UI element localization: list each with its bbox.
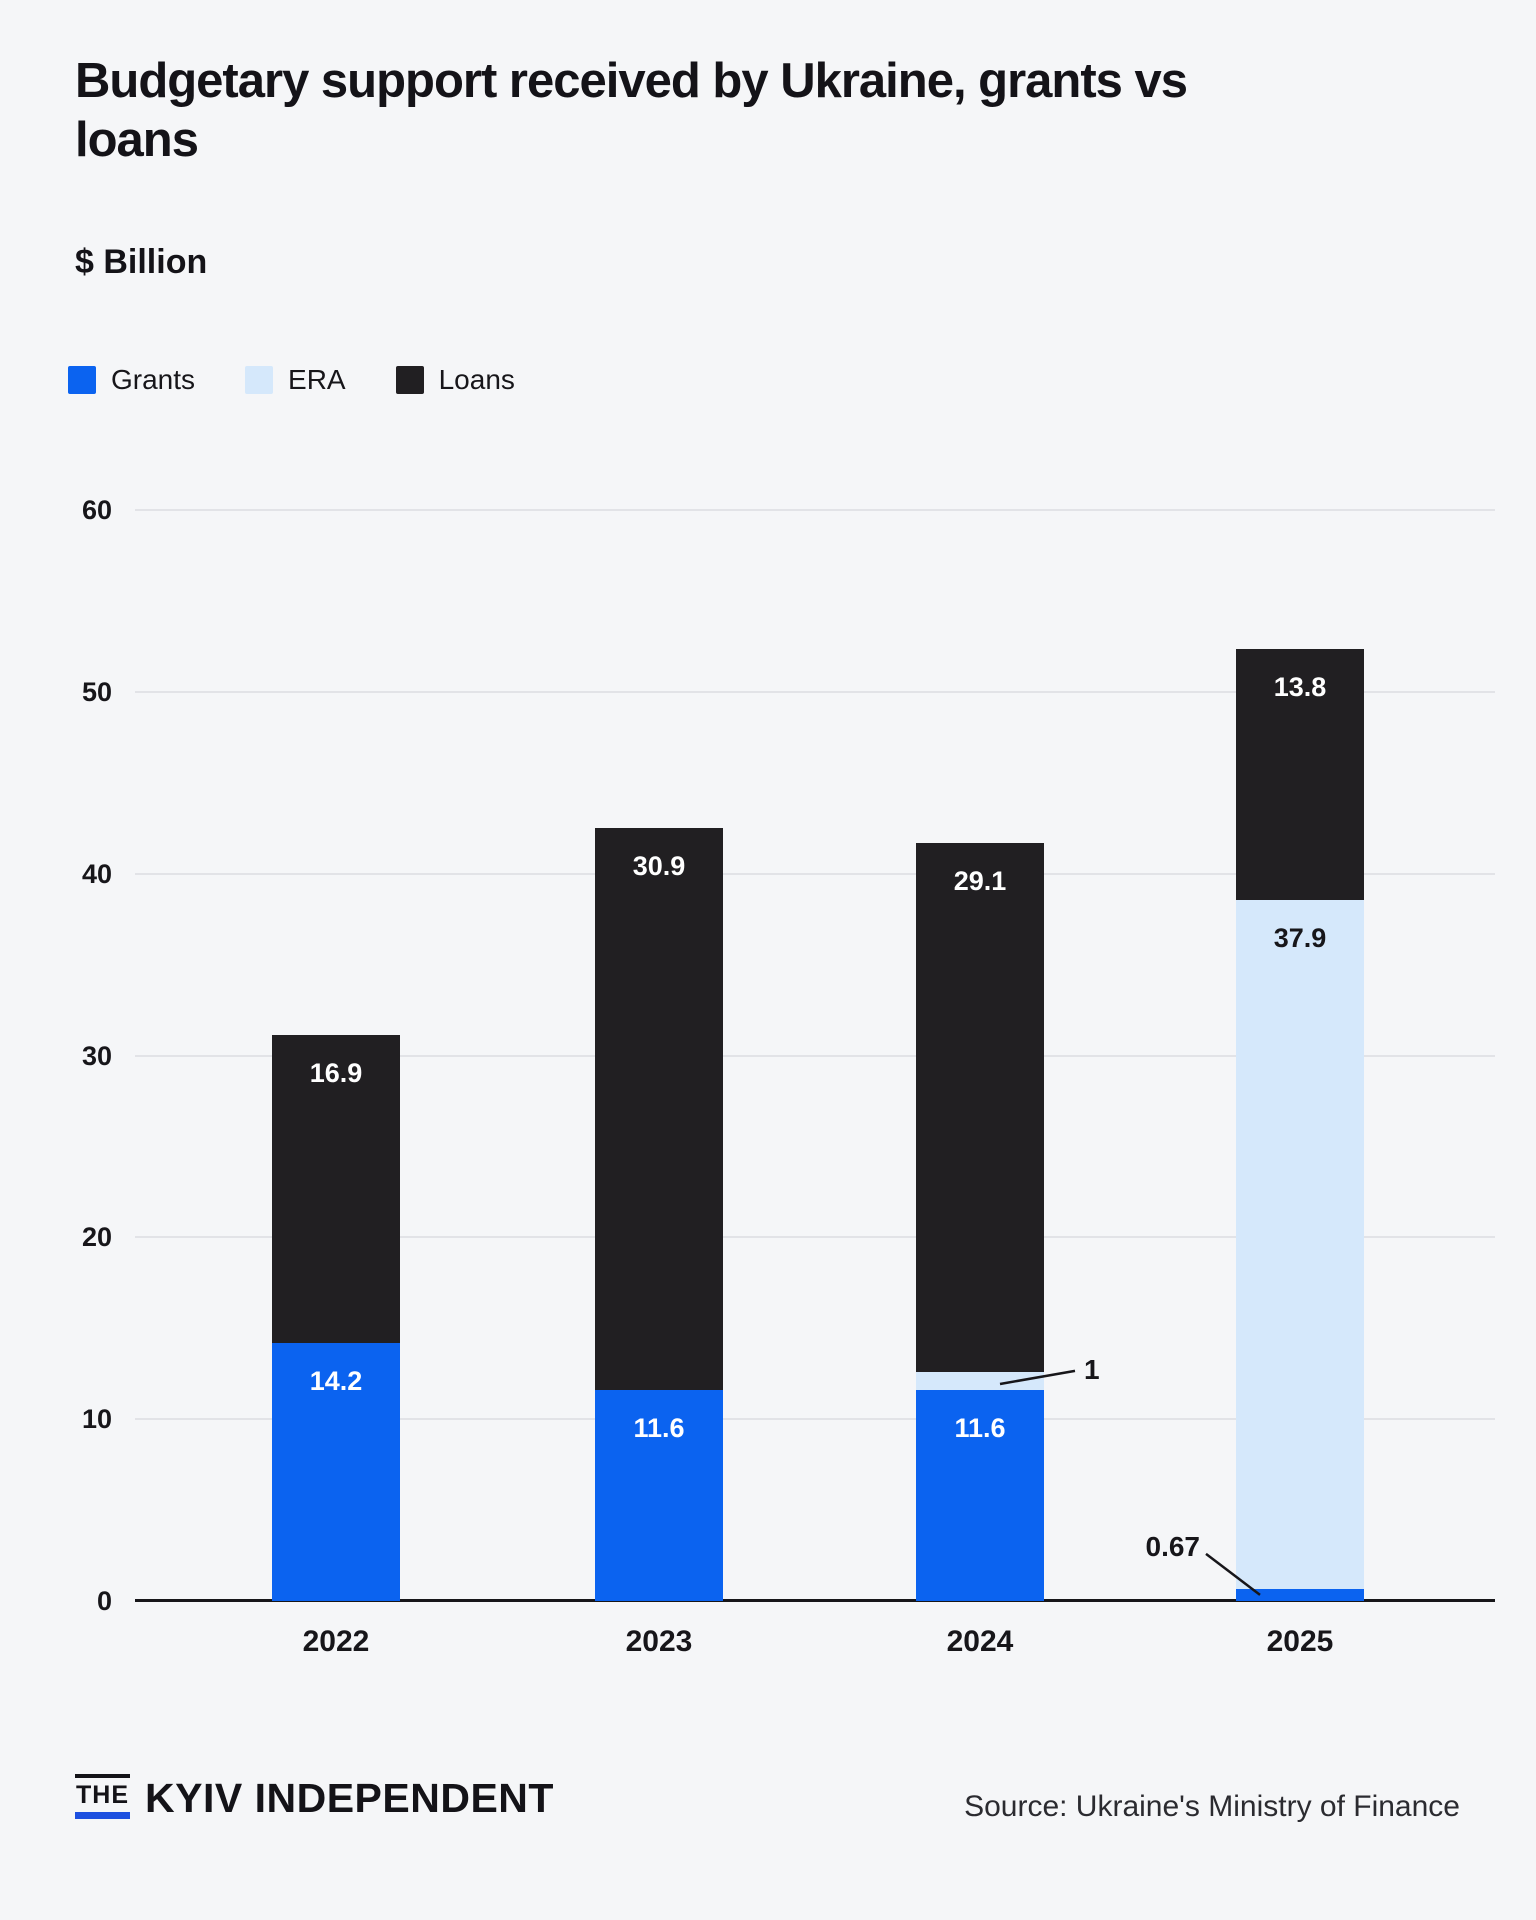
gridline-60 — [135, 509, 1495, 511]
bar-segment-grants-2024 — [916, 1390, 1044, 1601]
legend-item-loans: Loans — [395, 364, 515, 396]
bar-value-label-grants-2022: 14.2 — [309, 1365, 363, 1396]
legend-item-grants: Grants — [68, 364, 195, 396]
bar-value-label-loans-2024: 29.1 — [953, 865, 1007, 896]
bar-segment-loans-2022 — [272, 1035, 400, 1343]
bar-value-label-era-2025: 37.9 — [1273, 922, 1327, 953]
y-tick-label-30: 30 — [81, 1040, 112, 1071]
legend-swatch-grants — [68, 366, 96, 394]
legend-label-grants: Grants — [111, 364, 196, 395]
plot-area: 14.2 16.9 2022 11.6 30.9 2023 11.6 29.1 2024 37.9… — [135, 509, 1495, 1658]
legend-label-era: ERA — [288, 364, 346, 395]
x-axis-label-2023: 2023 — [625, 1625, 693, 1658]
gridline-50 — [135, 690, 1495, 693]
bar-segment-loans-2025 — [1236, 648, 1364, 900]
x-axis-label-2022: 2022 — [302, 1625, 370, 1658]
bar-value-label-grants-2024: 11.6 — [954, 1413, 1006, 1444]
legend: Grants ERA Loans — [68, 364, 515, 396]
bar-segment-grants-2023 — [595, 1390, 723, 1601]
y-tick-label-20: 20 — [81, 1222, 112, 1253]
bar-segment-loans-2024 — [916, 842, 1044, 1372]
chart-subtitle: $ Billion — [75, 243, 208, 281]
annotation-label-1: 1 — [1084, 1353, 1100, 1385]
source-credit: Source: Ukraine's Ministry of Finance — [964, 1790, 1460, 1823]
gridline-10 — [135, 1418, 1495, 1421]
bar-segment-grants-2022 — [272, 1342, 400, 1601]
kyiv-independent-logo: THE KYIV INDEPENDENT — [75, 1774, 554, 1822]
gridline-40 — [135, 872, 1495, 875]
logo-name-text: KYIV INDEPENDENT — [145, 1775, 554, 1821]
legend-label-loans: Loans — [438, 364, 515, 395]
gridline-30 — [135, 1054, 1495, 1057]
legend-item-era: ERA — [245, 364, 346, 396]
chart-title: Budgetary support received by Ukraine, g… — [75, 54, 1188, 167]
bar-value-label-loans-2022: 16.9 — [309, 1058, 363, 1089]
legend-swatch-era — [245, 366, 274, 394]
x-axis-label-2024: 2024 — [946, 1625, 1014, 1658]
bar-value-label-grants-2023: 11.6 — [633, 1413, 685, 1444]
logo-the-text: THE — [75, 1774, 130, 1819]
gridline-20 — [135, 1236, 1495, 1239]
annotation-label-0_67: 0.67 — [1145, 1530, 1201, 1562]
bar-segment-era-2024 — [916, 1371, 1044, 1391]
bar-segment-grants-2025 — [1236, 1588, 1364, 1601]
bar-segment-era-2025 — [1236, 899, 1364, 1589]
x-axis-label-2025: 2025 — [1266, 1625, 1334, 1658]
bar-value-label-loans-2025: 13.8 — [1273, 671, 1327, 702]
x-axis-line — [135, 1599, 1495, 1602]
bar-value-label-loans-2023: 30.9 — [632, 851, 686, 882]
y-tick-label-10: 10 — [81, 1404, 112, 1435]
bar-segment-loans-2023 — [595, 828, 723, 1391]
y-tick-label-50: 50 — [81, 676, 112, 707]
y-tick-label-60: 60 — [81, 495, 112, 525]
y-tick-label-0: 0 — [96, 1586, 112, 1616]
legend-swatch-loans — [395, 366, 424, 394]
y-tick-label-40: 40 — [81, 858, 112, 889]
